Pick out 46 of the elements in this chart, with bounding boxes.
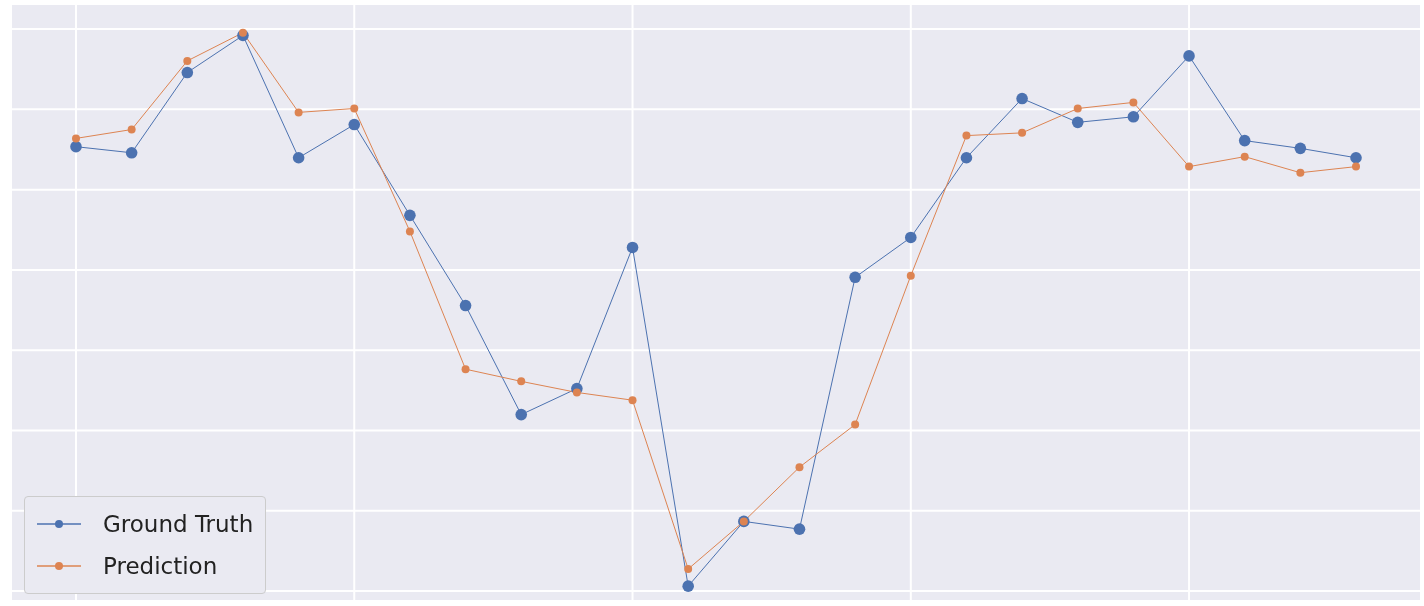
point	[515, 408, 528, 421]
point	[1185, 162, 1194, 171]
point	[1073, 104, 1082, 113]
legend-label: Prediction	[103, 552, 218, 581]
point	[904, 231, 917, 244]
point	[1238, 134, 1251, 147]
point	[1018, 128, 1027, 137]
point	[294, 108, 303, 117]
point	[1240, 152, 1249, 161]
point	[404, 209, 416, 222]
point	[181, 66, 194, 79]
point	[960, 151, 973, 164]
point	[125, 146, 138, 159]
point	[851, 420, 860, 429]
point	[1071, 116, 1084, 129]
point	[1296, 168, 1305, 177]
point	[461, 365, 470, 374]
point	[292, 151, 305, 164]
point	[1127, 111, 1140, 123]
point	[682, 580, 694, 592]
point	[626, 241, 639, 254]
point	[906, 271, 915, 280]
point	[572, 388, 581, 397]
point	[1294, 142, 1307, 155]
point	[348, 118, 361, 131]
point	[238, 28, 247, 37]
legend-label: Ground Truth	[103, 510, 254, 539]
point	[795, 463, 804, 472]
point	[127, 125, 136, 134]
point	[1129, 98, 1138, 107]
point	[405, 227, 414, 236]
point	[628, 396, 637, 405]
point	[1350, 151, 1362, 164]
point	[793, 523, 806, 535]
point	[962, 131, 971, 140]
point	[350, 104, 359, 113]
point	[684, 565, 693, 574]
point	[459, 299, 472, 312]
point	[1183, 50, 1195, 62]
point	[517, 377, 526, 386]
point	[1352, 162, 1360, 171]
point	[70, 140, 82, 153]
point	[183, 56, 192, 65]
point	[1016, 92, 1028, 105]
point	[72, 134, 80, 143]
point	[849, 271, 861, 284]
